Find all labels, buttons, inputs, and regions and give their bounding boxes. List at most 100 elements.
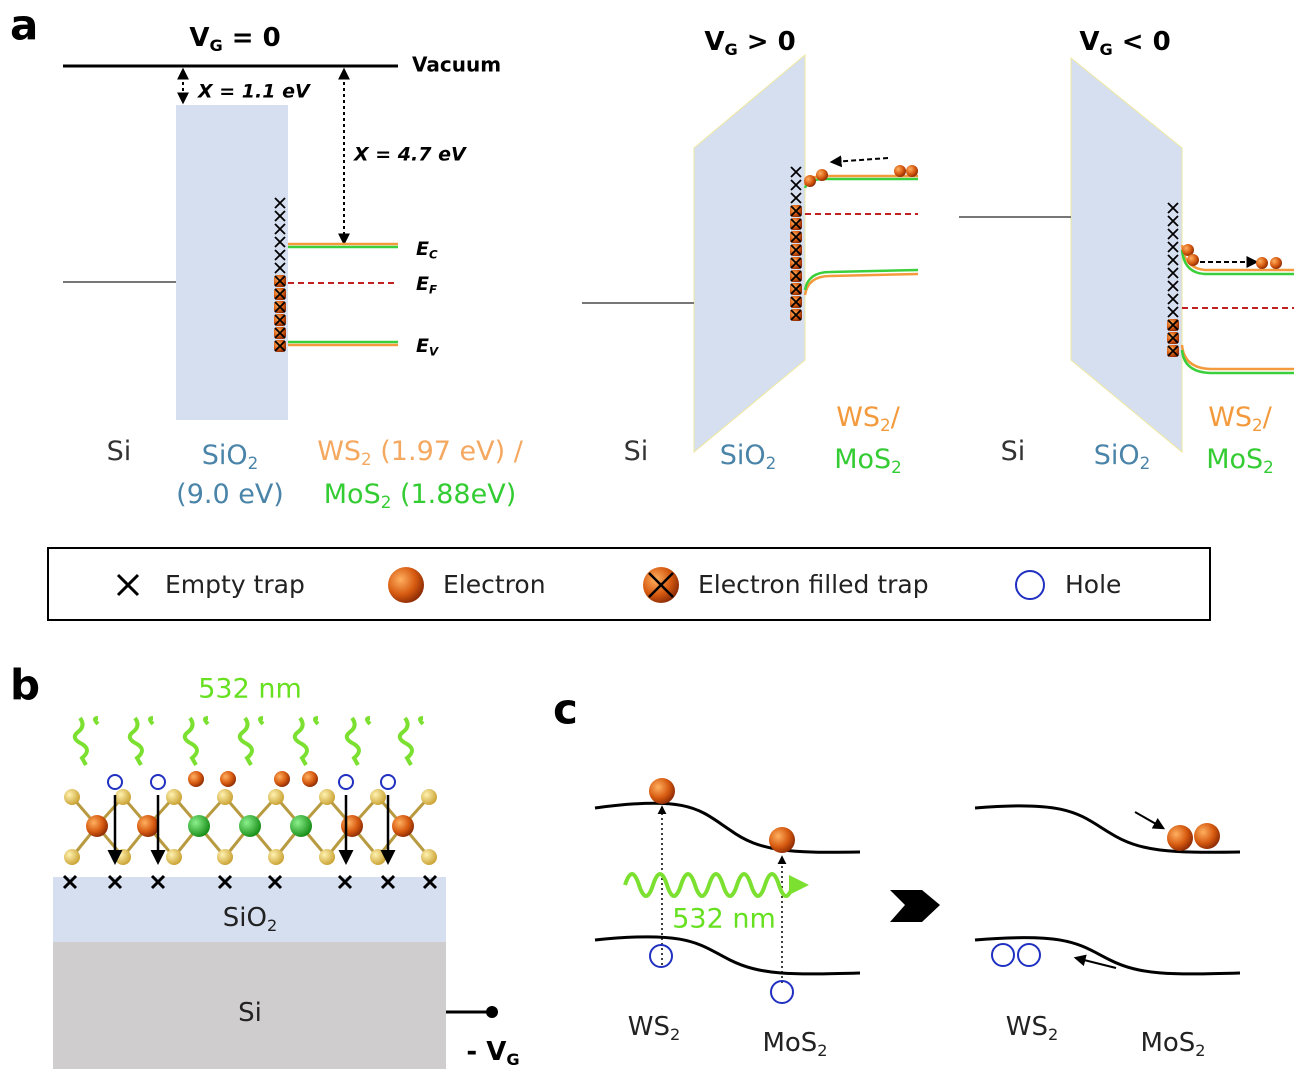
electron [388,567,424,603]
affinity-label: X = 1.1 eV [197,81,311,103]
hole [1016,571,1044,599]
material-label: Si [238,998,262,1028]
material-label: MoS2 (1.88eV) [324,479,516,513]
material-label-part: 2 [817,1040,827,1059]
sulfur-atom [370,789,386,805]
material-label-part: (9.0 eV) [176,479,284,510]
panel-title: VG > 0 [704,27,795,59]
hole [108,775,122,789]
material-label-part: (1.88eV) [391,479,516,510]
gate-label: - VG [466,1037,519,1069]
panel-c-shapes [595,803,1240,983]
sulfur-atom [64,849,80,865]
sulfur-atom [370,849,386,865]
material-label: MoS2 [1140,1028,1205,1060]
panel-title-part: V [704,27,724,57]
sulfur-atom [64,789,80,805]
material-label-part: Si [624,436,649,467]
light-label: 532 nm [672,904,776,935]
trap-cross [118,575,138,595]
electron [1270,257,1282,269]
sulfur-atom [115,789,131,805]
panel-title-part: V [189,23,209,53]
material-label-part: 2 [1263,457,1274,477]
panel-title-part: V [1079,27,1099,57]
material-label-part: MoS [1206,444,1263,475]
sulfur-atom [217,789,233,805]
panel-letter: b [10,661,40,710]
material-label: MoS2 [834,444,902,478]
material-label: MoS2 [762,1028,827,1060]
electron [1194,823,1220,849]
hole [381,775,395,789]
electron [769,827,795,853]
figure: aVG = 0VacuumX = 1.1 eVX = 4.7 eVECEFEVS… [0,0,1304,1069]
panel-title-part: G [209,35,222,54]
material-label: SiO2 [1094,440,1151,474]
panel-title-part: = 0 [223,23,281,53]
panel-b-shapes [53,877,498,1069]
legend-label: Electron filled trap [698,570,929,599]
material-label: WS2 (1.97 eV) / [317,436,524,470]
material-label-part: WS [317,436,361,467]
hole [650,945,672,967]
light-wave [75,718,87,765]
gate-label-part: G [506,1049,519,1068]
electron [894,165,906,177]
material-label-part: 2 [267,915,277,934]
electron [1167,825,1193,851]
light-wave [260,718,263,724]
band-label: EF [416,273,437,297]
panel-title-part: G [724,39,737,58]
electron [188,771,204,787]
material-label-part: WS [836,402,880,433]
material-label: SiO2 [720,440,777,474]
material-label: WS2 [628,1012,680,1044]
sulfur-atom [115,849,131,865]
light-wave [347,718,359,765]
material-label-part: 2 [1252,415,1263,435]
material-label-part: WS [628,1012,670,1042]
panel-title: VG = 0 [189,23,280,55]
legend-label: Hole [1065,570,1121,599]
material-label-part: 2 [248,453,259,473]
sulfur-atom [421,849,437,865]
hole [771,981,793,1003]
gate-label-part: - V [466,1037,506,1067]
material-label-part: SiO [1094,440,1140,471]
electron [1187,254,1199,266]
sulfur-atom [166,849,182,865]
material-label: WS2/ [836,402,901,436]
electron [1256,257,1268,269]
band-label-part: E [416,273,429,295]
material-label-part: MoS [834,444,891,475]
material-label-part: WS [1208,402,1252,433]
hole [151,775,165,789]
material-label: WS2 [1006,1012,1058,1044]
band-label-part: C [429,247,438,261]
hole [339,775,353,789]
material-label-part: Si [238,998,262,1028]
light-wave [295,718,307,765]
panel-letter: a [10,1,38,50]
band-label-part: E [416,238,429,260]
material-label-part: / [891,402,901,433]
material-label-part: 2 [766,453,777,473]
material-label-part: 2 [891,457,902,477]
sulfur-atom [319,849,335,865]
electron [220,771,236,787]
material-label-part: SiO [223,903,267,933]
material-label-part: 2 [1195,1040,1205,1059]
metal-atom [341,815,363,837]
light-wave [205,718,208,724]
material-label-part: 2 [880,415,891,435]
material-label: WS2/ [1208,402,1273,436]
light-label: 532 nm [198,674,302,705]
light-wave [315,718,318,724]
panel-title-part: G [1099,39,1112,58]
material-label-part: Si [1001,436,1026,467]
metal-atom [290,815,312,837]
sulfur-atom [421,789,437,805]
electron [649,778,675,804]
light-wave [240,718,252,765]
